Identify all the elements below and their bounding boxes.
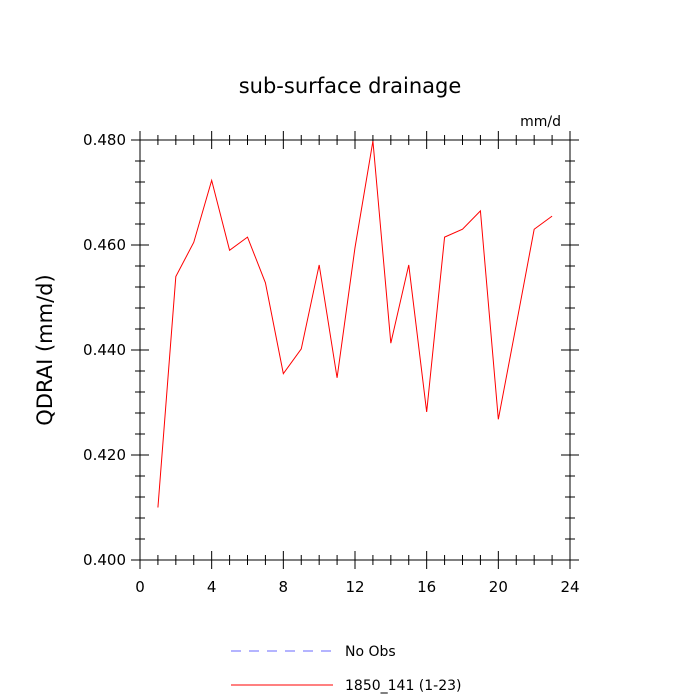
data-point (516, 324, 517, 325)
plot-axes (139, 139, 571, 561)
y-tick-label: 0.400 (83, 551, 126, 569)
data-point (265, 282, 266, 283)
data-point (354, 247, 355, 248)
x-tick-label: 24 (560, 578, 579, 596)
plot-frame (139, 139, 571, 561)
data-point (301, 348, 302, 349)
data-point (247, 237, 248, 238)
data-point (319, 264, 320, 265)
units-label: mm/d (520, 114, 561, 130)
x-tick-label: 4 (207, 578, 217, 596)
data-point (534, 229, 535, 230)
data-point (157, 507, 158, 508)
y-tick-label: 0.460 (83, 236, 126, 254)
y-axis-label: QDRAI (mm/d) (33, 274, 57, 425)
data-point (408, 264, 409, 265)
data-point (426, 411, 427, 412)
data-point (211, 180, 212, 181)
data-point (372, 140, 373, 141)
x-tick-label: 8 (279, 578, 289, 596)
legend-label-no-obs: No Obs (345, 644, 396, 660)
y-tick-label: 0.440 (83, 341, 126, 359)
axis-ticks (131, 131, 579, 569)
data-point (498, 419, 499, 420)
chart-title: sub-surface drainage (239, 74, 462, 98)
data-point (193, 242, 194, 243)
axis-tick-labels: 0 4 8 12 16 20 24 0.400 0.420 0.440 0.460 0.480 (83, 131, 580, 596)
x-tick-label: 16 (417, 578, 436, 596)
data-point (229, 250, 230, 251)
series-line-1850-141 (157, 140, 553, 508)
data-point (175, 276, 176, 277)
series-layer (157, 140, 553, 508)
x-tick-label: 0 (135, 578, 145, 596)
data-point (462, 229, 463, 230)
y-tick-label: 0.420 (83, 446, 126, 464)
data-point (283, 373, 284, 374)
data-point (480, 210, 481, 211)
legend-label-1850-141: 1850_141 (1-23) (345, 678, 462, 694)
x-tick-label: 20 (489, 578, 508, 596)
legend: No Obs 1850_141 (1-23) (231, 644, 462, 694)
y-tick-label: 0.480 (83, 131, 126, 149)
x-tick-label: 12 (345, 578, 364, 596)
data-point (336, 377, 337, 378)
data-point (444, 237, 445, 238)
data-point (551, 216, 552, 217)
data-point (390, 343, 391, 344)
